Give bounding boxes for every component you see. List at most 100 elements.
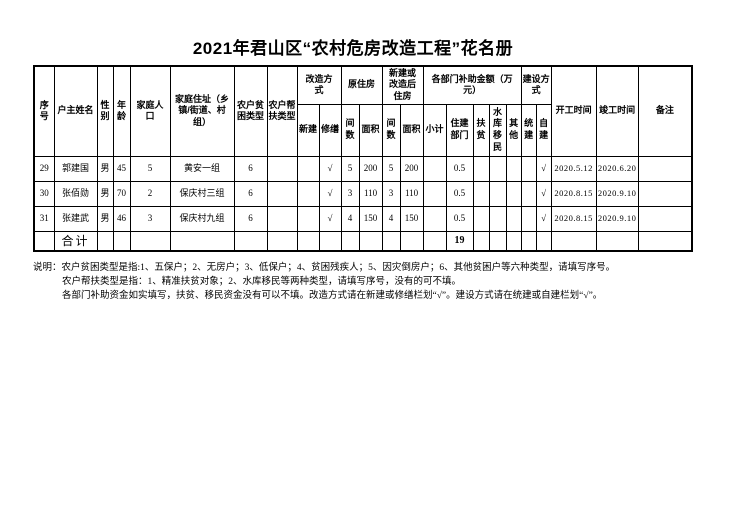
cell-orig-rooms <box>340 230 360 252</box>
roster-table: 序号 户主姓名 性别 年龄 家庭人口 家庭住址（乡镇/街道、村组） 农户贫困类型… <box>33 65 694 252</box>
cell-remarks <box>637 205 693 232</box>
cell-other <box>505 230 522 252</box>
cell-assist-type <box>266 230 298 252</box>
cell-remarks <box>637 230 693 252</box>
cell-self-build-check: √ <box>535 155 552 182</box>
cell-reservoir-migrant <box>488 180 507 207</box>
cell-other <box>505 205 522 232</box>
header-group-renovation-mode: 改造方式 <box>296 65 342 105</box>
cell-assist-type <box>266 205 298 232</box>
cell-sex: 男 <box>96 155 114 182</box>
cell-poverty-type: 6 <box>233 180 268 207</box>
cell-self-build-check: √ <box>535 205 552 232</box>
table-row: 29 郭建国 男 45 5 黄安一组 6 √ 5 200 5 200 0.5 <box>33 155 693 182</box>
cell-new-area <box>399 230 424 252</box>
cell-start-date: 2020.8.15 <box>550 180 597 207</box>
header-orig-rooms: 间数 <box>340 103 360 157</box>
cell-owner-name: 张建武 <box>53 205 98 232</box>
header-finish-date: 竣工时间 <box>595 65 639 157</box>
page-title: 2021年君山区“农村危房改造工程”花名册 <box>192 39 514 58</box>
cell-start-date: 2020.8.15 <box>550 205 597 232</box>
cell-subtotal <box>422 180 447 207</box>
cell-assist-type <box>266 155 298 182</box>
cell-start-date <box>550 230 597 252</box>
header-sex: 性别 <box>96 65 114 157</box>
cell-family-size: 5 <box>129 155 171 182</box>
header-subtotal: 小计 <box>422 103 447 157</box>
cell-housing-dept: 0.5 <box>445 180 474 207</box>
header-start-date: 开工时间 <box>550 65 597 157</box>
cell-serial: 30 <box>33 180 55 207</box>
cell-new-build <box>296 205 320 232</box>
cell-unified-build <box>520 230 537 252</box>
cell-repair-check: √ <box>318 180 342 207</box>
cell-family-size: 2 <box>129 180 171 207</box>
cell-orig-rooms: 4 <box>340 205 360 232</box>
cell-subtotal <box>422 230 447 252</box>
cell-owner-name: 郭建国 <box>53 155 98 182</box>
header-row-groups: 序号 户主姓名 性别 年龄 家庭人口 家庭住址（乡镇/街道、村组） 农户贫困类型… <box>33 65 693 157</box>
cell-age <box>112 230 131 252</box>
total-housing-dept: 19 <box>445 230 474 252</box>
cell-start-date: 2020.5.12 <box>550 155 597 182</box>
cell-assist-type <box>266 180 298 207</box>
cell-reservoir-migrant <box>488 230 507 252</box>
cell-remarks <box>637 155 693 182</box>
cell-reservoir-migrant <box>488 205 507 232</box>
total-row: 合计 19 <box>33 230 693 252</box>
header-poverty-type: 农户贫困类型 <box>233 65 268 157</box>
cell-unified-build <box>520 205 537 232</box>
cell-new-rooms: 4 <box>381 205 401 232</box>
cell-sex <box>96 230 114 252</box>
header-orig-area: 面积 <box>358 103 383 157</box>
note-line-3: 各部门补助资金如实填写，扶贫、移民资金没有可以不填。改造方式请在新建或修缮栏划“… <box>62 291 603 301</box>
header-housing-dept: 住建部门 <box>445 103 474 157</box>
cell-other <box>505 155 522 182</box>
header-new-rooms: 间数 <box>381 103 401 157</box>
total-label: 合计 <box>53 230 98 252</box>
cell-subtotal <box>422 155 447 182</box>
cell-reservoir-migrant <box>488 155 507 182</box>
header-age: 年龄 <box>112 65 131 157</box>
cell-housing-dept: 0.5 <box>445 155 474 182</box>
header-assist-type: 农户帮扶类型 <box>266 65 298 157</box>
header-owner-name: 户主姓名 <box>53 65 98 157</box>
header-poverty-alleviation: 扶贫 <box>472 103 490 157</box>
cell-new-area: 110 <box>399 180 424 207</box>
cell-finish-date: 2020.6.20 <box>595 155 639 182</box>
cell-new-rooms: 5 <box>381 155 401 182</box>
cell-repair-check: √ <box>318 155 342 182</box>
cell-sex: 男 <box>96 180 114 207</box>
cell-new-build <box>296 180 320 207</box>
header-address: 家庭住址（乡镇/街道、村组） <box>169 65 235 157</box>
header-group-subsidy: 各部门补助金额（万元） <box>422 65 522 105</box>
table-row: 31 张建武 男 46 3 保庆村九组 6 √ 4 150 4 150 0.5 <box>33 205 693 232</box>
header-new-area: 面积 <box>399 103 424 157</box>
cell-family-size: 3 <box>129 205 171 232</box>
header-serial: 序号 <box>33 65 55 157</box>
note-line-1: 说明：农户贫困类型是指:1、五保户；2、无房户；3、低保户；4、贫困残疾人；5、… <box>33 263 616 273</box>
cell-self-build-check: √ <box>535 180 552 207</box>
cell-poverty-alleviation <box>472 205 490 232</box>
cell-repair-check <box>318 230 342 252</box>
cell-orig-rooms: 5 <box>340 155 360 182</box>
cell-new-rooms: 3 <box>381 180 401 207</box>
cell-orig-rooms: 3 <box>340 180 360 207</box>
notes-block: 说明：农户贫困类型是指:1、五保户；2、无房户；3、低保户；4、贫困残疾人；5、… <box>33 261 723 303</box>
cell-age: 70 <box>112 180 131 207</box>
cell-new-rooms <box>381 230 401 252</box>
cell-unified-build <box>520 155 537 182</box>
header-remarks: 备注 <box>637 65 693 157</box>
cell-other <box>505 180 522 207</box>
cell-finish-date <box>595 230 639 252</box>
cell-address <box>169 230 235 252</box>
header-group-new-house: 新建或改造后住房 <box>381 65 424 105</box>
note-line-2: 农户帮扶类型是指：1、精准扶贫对象；2、水库移民等两种类型，请填写序号，没有的可… <box>62 277 462 287</box>
cell-serial: 31 <box>33 205 55 232</box>
cell-address: 保庆村三组 <box>169 180 235 207</box>
cell-poverty-type: 6 <box>233 205 268 232</box>
cell-repair-check: √ <box>318 205 342 232</box>
cell-self-build-check <box>535 230 552 252</box>
cell-unified-build <box>520 180 537 207</box>
